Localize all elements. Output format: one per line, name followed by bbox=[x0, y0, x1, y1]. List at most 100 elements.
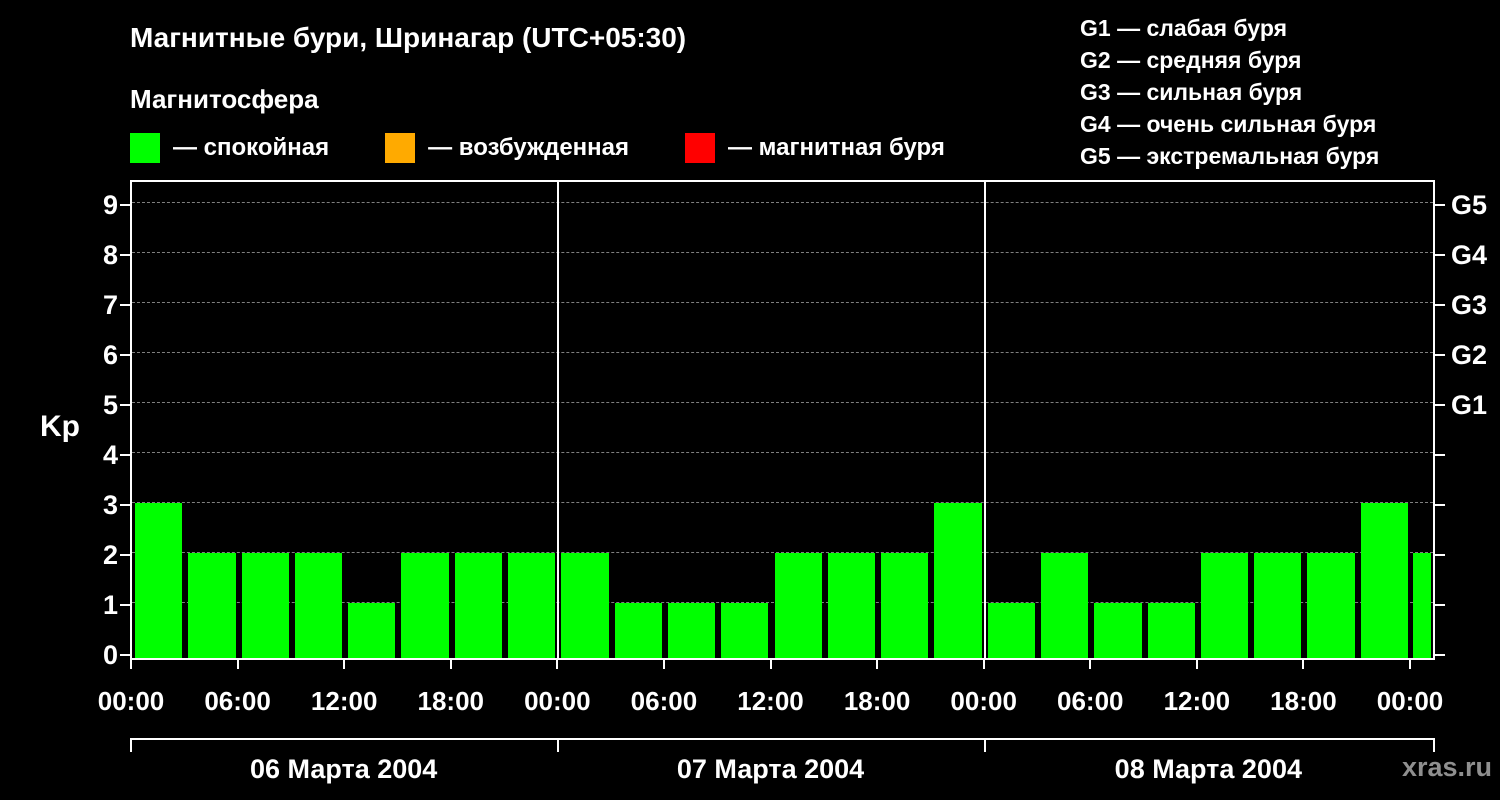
gridline-kp-7 bbox=[132, 302, 1433, 303]
watermark: xras.ru bbox=[1401, 752, 1492, 782]
kp-bar bbox=[454, 553, 503, 658]
y-axis-tick-label: 3 bbox=[102, 490, 118, 520]
x-axis-tick bbox=[130, 660, 132, 669]
gridline-kp-8 bbox=[132, 252, 1433, 253]
y-axis-tick-right bbox=[1435, 504, 1445, 506]
magnetosphere-label: Магнитосфера bbox=[130, 84, 319, 114]
page-title: Магнитные бури, Шринагар (UTC+05:30) bbox=[130, 22, 687, 53]
y-axis-tick-left bbox=[120, 404, 130, 406]
x-axis-tick-label: 06:00 bbox=[1057, 686, 1124, 716]
kp-bar bbox=[1307, 553, 1355, 658]
x-axis-tick bbox=[1089, 660, 1092, 669]
plot-area bbox=[130, 180, 1435, 660]
gridline-kp-9 bbox=[132, 202, 1433, 203]
kp-bar bbox=[348, 603, 396, 658]
x-axis-tick bbox=[1409, 660, 1411, 669]
storm-scale-item: G3 — сильная буря bbox=[1080, 79, 1303, 105]
storm-scale-item: G5 — экстремальная буря bbox=[1080, 143, 1380, 169]
y-axis-tick-label: 1 bbox=[102, 590, 118, 620]
date-bracket-tick bbox=[130, 738, 132, 752]
y-axis-label: Kp bbox=[40, 410, 80, 443]
kp-bar bbox=[667, 603, 716, 658]
y-axis-tick-right bbox=[1435, 354, 1445, 356]
storm-scale-legend: G1 — слабая буря G2 — средняя буря G3 — си… bbox=[1080, 12, 1379, 172]
kp-bar bbox=[561, 553, 609, 658]
y-axis-tick-left bbox=[120, 354, 130, 356]
x-axis-tick bbox=[449, 660, 452, 669]
kp-bar bbox=[1200, 553, 1249, 658]
legend-color-swatch bbox=[130, 133, 160, 163]
g-scale-tick-label: G4 bbox=[1451, 240, 1488, 270]
x-axis-tick bbox=[982, 660, 985, 669]
gridline-kp-6 bbox=[132, 352, 1433, 353]
date-bracket-line bbox=[130, 738, 1435, 740]
kp-bar bbox=[881, 553, 929, 658]
y-axis-tick-right bbox=[1435, 654, 1445, 656]
storm-scale-item: G4 — очень сильная буря bbox=[1080, 111, 1377, 137]
kp-bar-partial bbox=[1413, 553, 1431, 658]
date-label: 06 Марта 2004 bbox=[250, 754, 438, 784]
x-axis-tick bbox=[343, 660, 346, 669]
legend-color-swatch bbox=[685, 133, 716, 163]
x-axis-tick-label: 00:00 bbox=[1376, 686, 1444, 716]
x-axis-tick-label: 06:00 bbox=[630, 686, 698, 716]
x-axis-tick-label: 00:00 bbox=[97, 686, 165, 716]
x-axis-tick-label: 12:00 bbox=[737, 686, 804, 716]
day-separator-line bbox=[983, 182, 986, 658]
x-axis-tick-label: 12:00 bbox=[1163, 686, 1231, 716]
kp-bar bbox=[294, 553, 343, 658]
x-axis-tick bbox=[769, 660, 772, 669]
x-axis-tick bbox=[876, 660, 879, 669]
kp-bar bbox=[1360, 503, 1408, 658]
g-scale-tick-label: G2 bbox=[1451, 340, 1488, 370]
y-axis-tick-right bbox=[1435, 404, 1445, 406]
kp-bar bbox=[1040, 553, 1089, 658]
y-axis-tick-right bbox=[1435, 254, 1445, 256]
y-axis-tick-label: 0 bbox=[102, 640, 118, 670]
kp-bar bbox=[135, 503, 183, 658]
x-axis-tick-label: 18:00 bbox=[843, 686, 911, 716]
y-axis-tick-left bbox=[120, 204, 130, 206]
legend-item-label: — возбужденная bbox=[428, 134, 630, 161]
x-axis-tick bbox=[236, 660, 239, 669]
x-axis-tick-label: 00:00 bbox=[950, 686, 1017, 716]
y-axis-tick-left bbox=[120, 504, 130, 506]
date-label: 07 Марта 2004 bbox=[676, 754, 865, 784]
day-separator-line bbox=[557, 182, 560, 658]
y-axis-tick-right bbox=[1435, 604, 1445, 606]
legend-item: — спокойная bbox=[130, 133, 329, 163]
legend-item-label: — спокойная bbox=[173, 134, 330, 161]
y-axis-tick-left bbox=[120, 304, 130, 306]
y-axis-tick-left bbox=[120, 654, 130, 656]
y-axis-tick-label: 7 bbox=[102, 290, 118, 320]
kp-bar bbox=[774, 553, 822, 658]
gridline-kp-4 bbox=[132, 452, 1433, 453]
y-axis-tick-left bbox=[120, 254, 130, 256]
y-axis-tick-label: 8 bbox=[102, 240, 118, 270]
y-axis-tick-label: 2 bbox=[102, 540, 118, 570]
kp-bar bbox=[241, 553, 289, 658]
legend-item: — возбужденная bbox=[385, 133, 629, 163]
date-bracket-tick bbox=[1433, 738, 1435, 752]
legend-color-swatch bbox=[385, 133, 416, 163]
y-axis-tick-right bbox=[1435, 454, 1445, 456]
legend-item-label: — магнитная буря bbox=[728, 134, 945, 161]
gridline-kp-2 bbox=[132, 552, 1433, 553]
magnetosphere-state-legend: — спокойная — возбужденная — магнитная бур… bbox=[130, 133, 945, 163]
y-axis-tick-label: 9 bbox=[102, 190, 118, 220]
storm-scale-item: G2 — средняя буря bbox=[1080, 47, 1302, 73]
date-bracket-tick bbox=[983, 738, 986, 752]
kp-bar bbox=[508, 553, 556, 658]
kp-bar bbox=[614, 603, 662, 658]
kp-bar bbox=[934, 503, 982, 658]
kp-bar bbox=[827, 553, 876, 658]
y-axis-tick-left bbox=[120, 604, 130, 606]
kp-bar bbox=[721, 603, 769, 658]
y-axis-tick-right bbox=[1435, 554, 1445, 556]
x-axis-tick bbox=[556, 660, 559, 669]
kp-bar bbox=[1094, 603, 1142, 658]
storm-scale-item: G1 — слабая буря bbox=[1080, 15, 1288, 41]
kp-bar bbox=[1147, 603, 1195, 658]
x-axis-tick-label: 18:00 bbox=[417, 686, 485, 716]
